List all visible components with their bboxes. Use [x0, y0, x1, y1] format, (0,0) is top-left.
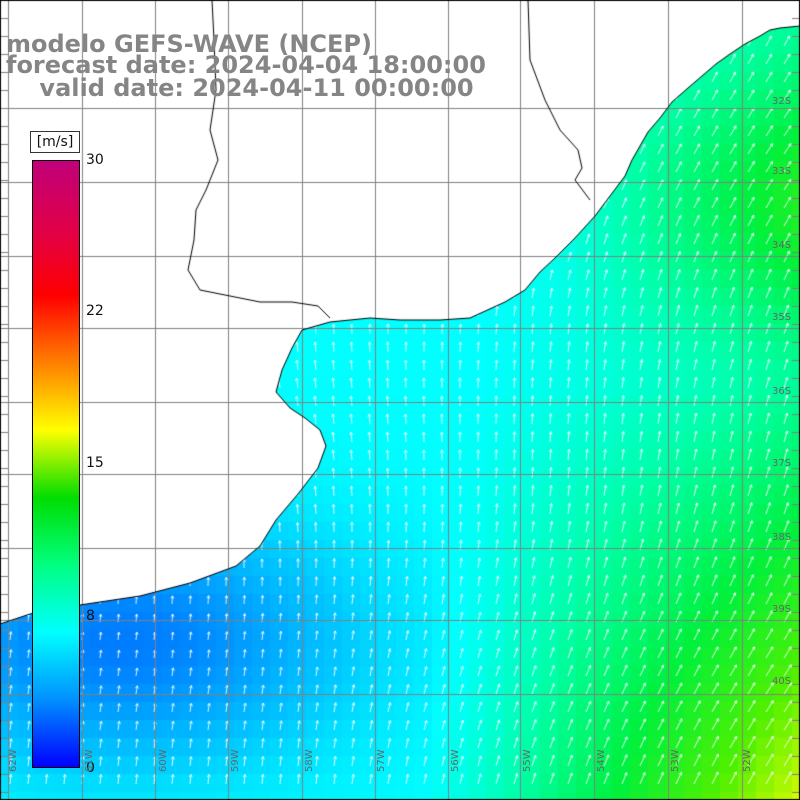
lat-label: 32S	[772, 96, 792, 107]
colorbar-tick-15: 15	[86, 455, 104, 471]
lon-label: 55W	[522, 749, 533, 772]
forecast-date: forecast date: 2024-04-04 18:00:00	[6, 51, 486, 79]
model-title: modelo GEFS-WAVE (NCEP)	[6, 30, 372, 58]
lon-label: 60W	[158, 749, 169, 772]
lon-label: 61W	[84, 749, 95, 772]
lat-label: 34S	[772, 240, 792, 251]
lat-label: 37S	[772, 458, 792, 469]
lon-label: 52W	[742, 749, 753, 772]
valid-date: valid date: 2024-04-11 00:00:00	[6, 74, 474, 102]
lon-label: 62W	[8, 749, 19, 772]
lon-label: 53W	[670, 749, 681, 772]
colorbar-tick-8: 8	[86, 608, 95, 624]
lon-label: 59W	[230, 749, 241, 772]
lat-label: 40S	[772, 676, 792, 687]
lon-label: 58W	[304, 749, 315, 772]
colorbar	[32, 160, 80, 768]
colorbar-tick-22: 22	[86, 303, 104, 319]
colorbar-unit: [m/s]	[30, 131, 80, 153]
lat-label: 39S	[772, 604, 792, 615]
lat-label: 36S	[772, 386, 792, 397]
lon-label: 54W	[596, 749, 607, 772]
lat-label: 33S	[772, 166, 792, 177]
lon-label: 57W	[376, 749, 387, 772]
lon-label: 56W	[450, 749, 461, 772]
colorbar-tick-0: 0	[86, 760, 95, 776]
lat-label: 35S	[772, 312, 792, 323]
lat-label: 38S	[772, 532, 792, 543]
colorbar-tick-30: 30	[86, 152, 104, 168]
